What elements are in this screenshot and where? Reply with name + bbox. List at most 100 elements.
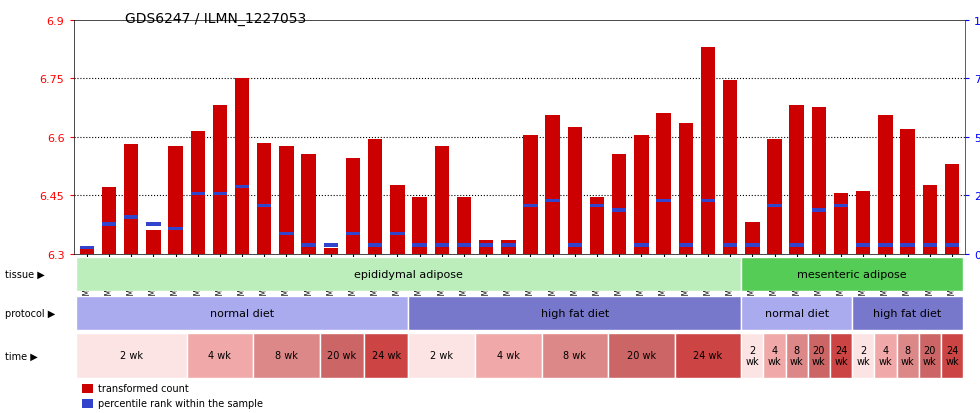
Text: high fat diet: high fat diet [873, 309, 942, 318]
Text: 4 wk: 4 wk [209, 351, 231, 361]
Bar [897, 333, 918, 378]
Bar [612, 209, 626, 212]
Bar [830, 333, 853, 378]
Bar [634, 244, 649, 247]
Text: 20 wk: 20 wk [627, 351, 656, 361]
Bar [567, 244, 582, 247]
Bar [190, 192, 205, 196]
Text: time ▶: time ▶ [5, 351, 37, 361]
Bar [213, 106, 227, 254]
Bar [365, 333, 409, 378]
Bar [834, 204, 849, 207]
Bar [657, 114, 670, 254]
Bar [678, 244, 693, 247]
Bar [853, 297, 963, 330]
Bar [123, 216, 138, 219]
Bar [853, 333, 874, 378]
Bar [479, 240, 493, 254]
Bar [786, 333, 808, 378]
Bar [763, 333, 786, 378]
Bar [857, 244, 870, 247]
Bar [546, 199, 560, 203]
Bar [657, 199, 670, 203]
Bar [346, 232, 361, 235]
Bar [82, 384, 93, 393]
Text: 24 wk: 24 wk [694, 351, 722, 361]
Bar [319, 333, 365, 378]
Bar [75, 297, 409, 330]
Bar [413, 197, 426, 254]
Text: 24
wk: 24 wk [945, 345, 958, 366]
Bar [546, 116, 560, 254]
Bar [279, 232, 294, 235]
Bar [678, 124, 693, 254]
Bar [190, 131, 205, 254]
Bar [257, 143, 271, 254]
Bar [146, 230, 161, 254]
Bar [941, 333, 963, 378]
Bar [901, 244, 915, 247]
Bar [302, 244, 316, 247]
Bar [123, 145, 138, 254]
Text: transformed count: transformed count [98, 384, 189, 394]
Bar [922, 186, 937, 254]
Bar [590, 204, 605, 207]
Bar [723, 81, 737, 254]
Bar [523, 204, 538, 207]
Bar [102, 223, 117, 226]
Bar [302, 155, 316, 254]
Text: 4 wk: 4 wk [497, 351, 519, 361]
Bar [741, 297, 853, 330]
Bar [475, 333, 542, 378]
Text: 8 wk: 8 wk [275, 351, 298, 361]
Bar [523, 135, 538, 254]
Bar [701, 48, 715, 254]
Bar [741, 257, 963, 291]
Text: high fat diet: high fat diet [541, 309, 609, 318]
Bar [874, 333, 897, 378]
Bar [279, 147, 294, 254]
Bar [253, 333, 319, 378]
Bar [790, 244, 804, 247]
Bar [390, 232, 405, 235]
Bar [918, 333, 941, 378]
Bar [612, 155, 626, 254]
Bar [590, 197, 605, 254]
Bar [346, 159, 361, 254]
Bar [409, 297, 741, 330]
Bar [834, 194, 849, 254]
Text: mesenteric adipose: mesenteric adipose [798, 269, 906, 279]
Bar [75, 333, 186, 378]
Bar [567, 128, 582, 254]
Bar [434, 147, 449, 254]
Bar [701, 199, 715, 203]
Text: 24
wk: 24 wk [834, 345, 848, 366]
Bar [745, 223, 760, 254]
Bar [434, 244, 449, 247]
Text: 2 wk: 2 wk [430, 351, 454, 361]
Text: 20
wk: 20 wk [812, 345, 826, 366]
Bar [368, 244, 382, 247]
Bar [75, 257, 741, 291]
Bar [609, 333, 674, 378]
Bar [79, 248, 94, 254]
Bar [542, 333, 609, 378]
Text: percentile rank within the sample: percentile rank within the sample [98, 399, 264, 408]
Bar [922, 244, 937, 247]
Bar [811, 108, 826, 254]
Bar [235, 185, 249, 189]
Text: 8
wk: 8 wk [790, 345, 804, 366]
Text: protocol ▶: protocol ▶ [5, 309, 55, 318]
Bar [413, 244, 426, 247]
Bar [767, 139, 782, 254]
Text: 4
wk: 4 wk [767, 345, 781, 366]
Bar [390, 186, 405, 254]
Text: GDS6247 / ILMN_1227053: GDS6247 / ILMN_1227053 [125, 12, 306, 26]
Bar [82, 399, 93, 408]
Bar [169, 228, 182, 231]
Bar [186, 333, 253, 378]
Bar [878, 116, 893, 254]
Bar [767, 204, 782, 207]
Text: 24 wk: 24 wk [371, 351, 401, 361]
Text: epididymal adipose: epididymal adipose [354, 269, 463, 279]
